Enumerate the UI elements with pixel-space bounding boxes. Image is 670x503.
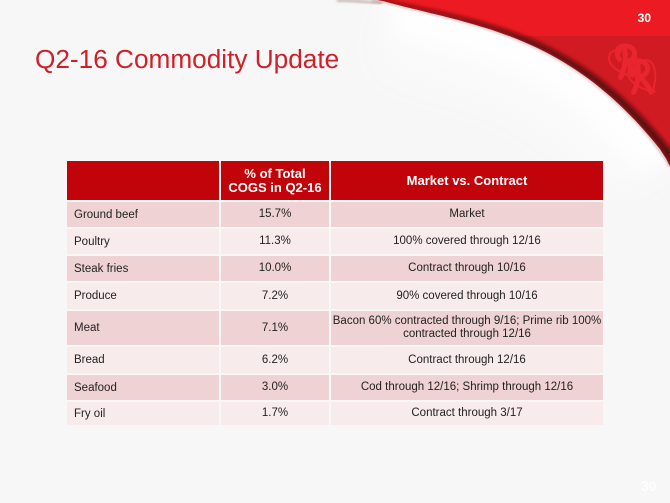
svg-text:30: 30 — [637, 11, 651, 25]
